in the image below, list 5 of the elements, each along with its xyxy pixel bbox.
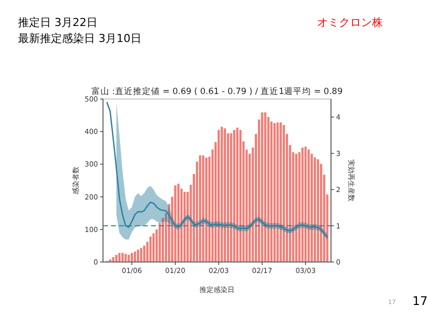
text: 17 — [412, 294, 427, 308]
text: オミクロン株 — [317, 16, 383, 29]
text: 最新推定感染日 3月10日 — [18, 32, 142, 45]
text: 推定日 3月22日 — [18, 16, 98, 29]
chart-title: 富山 :直近推定値 = 0.69 ( 0.61 - 0.79 ) / 直近1週平均 = 0.89 — [91, 86, 343, 97]
